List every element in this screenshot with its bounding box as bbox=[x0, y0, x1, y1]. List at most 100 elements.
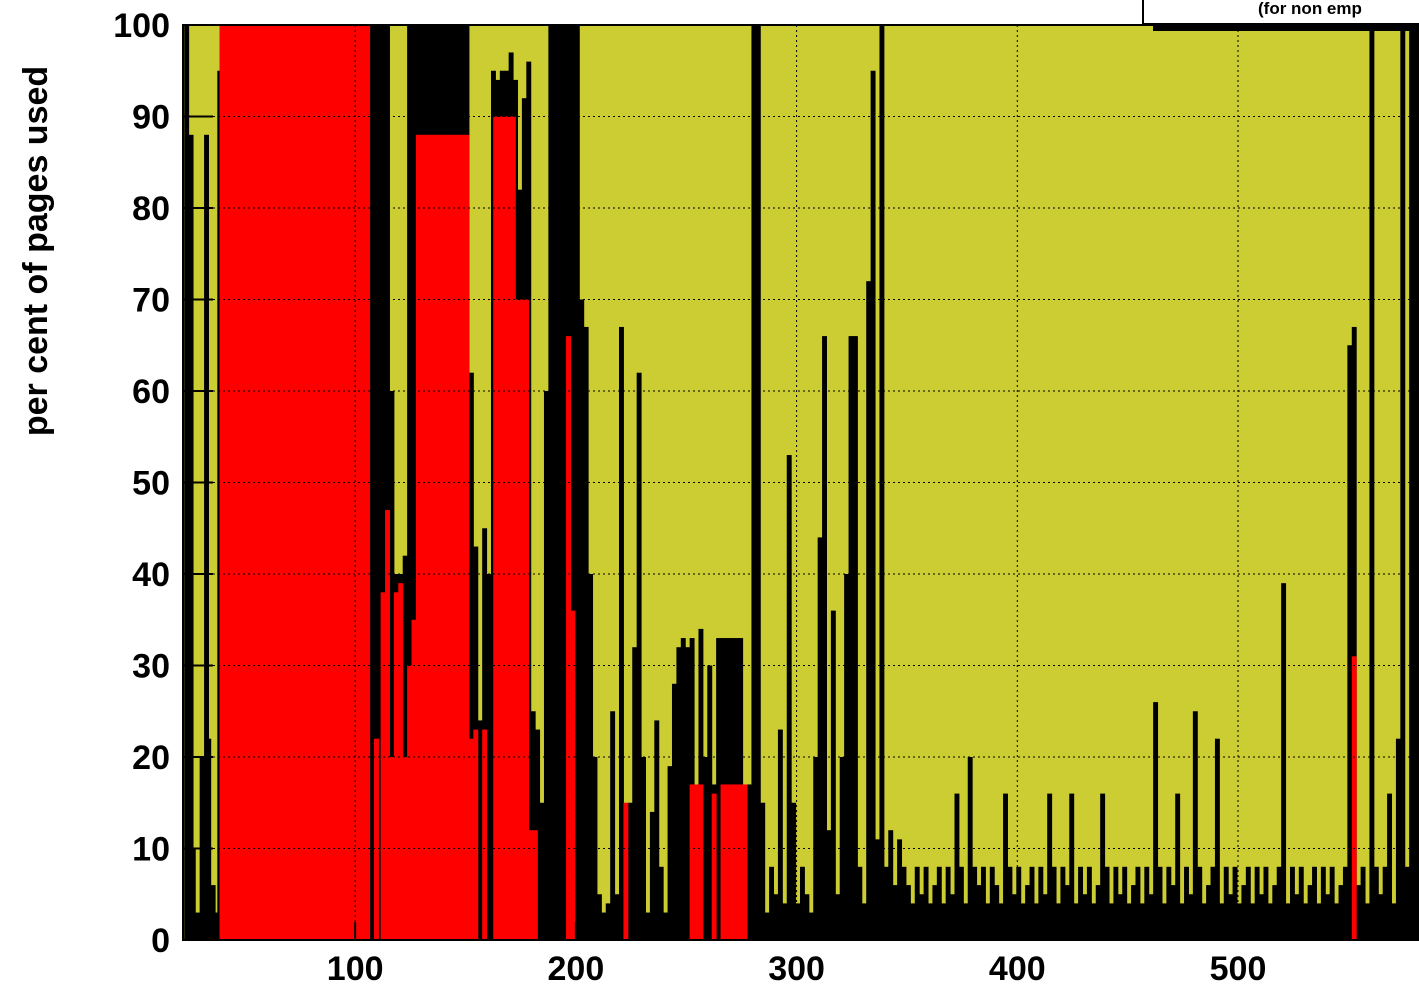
bar-s1-60 bbox=[502, 116, 507, 940]
bar-s0-186 bbox=[1051, 866, 1057, 940]
bar-s0-1 bbox=[188, 134, 194, 941]
bar-s0-177 bbox=[1011, 894, 1017, 940]
bar-s1-45 bbox=[424, 134, 430, 941]
bar-s0-263 bbox=[1391, 903, 1397, 940]
y-tick-label-10: 100 bbox=[113, 7, 170, 45]
x-tick-label-3: 400 bbox=[989, 950, 1046, 988]
bar-s1-51 bbox=[451, 134, 457, 941]
bar-s0-213 bbox=[1170, 885, 1176, 940]
bar-s0-139 bbox=[844, 574, 850, 940]
bar-s0-205 bbox=[1135, 866, 1141, 940]
bar-s1-48 bbox=[438, 134, 443, 941]
bar-s1-3 bbox=[232, 25, 238, 940]
bar-s0-203 bbox=[1126, 903, 1132, 940]
bar-s0-71 bbox=[543, 391, 549, 940]
bar-s1-79 bbox=[738, 784, 744, 940]
bar-s1-71 bbox=[689, 784, 695, 940]
bar-s1-64 bbox=[519, 299, 525, 940]
bar-s0-254 bbox=[1351, 326, 1357, 940]
bar-s0-101 bbox=[676, 647, 682, 940]
bar-s0-210 bbox=[1157, 866, 1163, 940]
bar-s0-214 bbox=[1175, 793, 1181, 940]
bar-s0-197 bbox=[1100, 793, 1106, 940]
bar-s1-2 bbox=[228, 25, 234, 940]
bar-s1-36 bbox=[385, 509, 390, 940]
bar-s0-258 bbox=[1369, 25, 1375, 940]
bar-s0-246 bbox=[1316, 903, 1322, 940]
bar-s0-225 bbox=[1223, 866, 1229, 940]
bar-s0-224 bbox=[1219, 903, 1225, 940]
ticks-layer bbox=[183, 24, 1240, 941]
bar-s1-10 bbox=[263, 25, 269, 940]
y-tick-label-5: 50 bbox=[132, 465, 170, 503]
bar-s1-27 bbox=[338, 25, 344, 940]
bar-s0-131 bbox=[808, 912, 814, 940]
bar-s0-97 bbox=[658, 866, 664, 940]
bar-s0-202 bbox=[1122, 866, 1128, 940]
bar-s0-84 bbox=[601, 912, 607, 940]
bar-s0-110 bbox=[716, 638, 722, 940]
y-tick-label-9: 90 bbox=[132, 99, 170, 137]
y-tick-label-8: 80 bbox=[132, 190, 170, 228]
bar-s0-251 bbox=[1338, 885, 1344, 940]
bar-s1-41 bbox=[407, 665, 413, 940]
bar-s1-35 bbox=[380, 592, 386, 940]
bar-s0-261 bbox=[1382, 866, 1388, 940]
bar-s0-236 bbox=[1272, 885, 1278, 940]
bar-s1-49 bbox=[442, 134, 448, 941]
bar-s0-227 bbox=[1232, 866, 1238, 940]
bar-s0-242 bbox=[1298, 866, 1304, 940]
bar-s1-66 bbox=[528, 830, 534, 940]
bar-s1-57 bbox=[482, 729, 488, 940]
bar-s0-238 bbox=[1281, 583, 1287, 940]
bar-s0-239 bbox=[1285, 903, 1291, 940]
bar-s1-34 bbox=[374, 738, 379, 940]
bar-s1-58 bbox=[493, 116, 499, 940]
bar-s0-157 bbox=[923, 866, 929, 940]
bar-s0-176 bbox=[1007, 866, 1013, 940]
bar-s0-178 bbox=[1016, 866, 1022, 940]
bar-s0-220 bbox=[1201, 903, 1207, 940]
bar-s0-207 bbox=[1144, 866, 1150, 940]
bar-s0-229 bbox=[1241, 885, 1247, 940]
bar-s0-162 bbox=[945, 866, 951, 940]
bar-s0-3 bbox=[195, 912, 201, 940]
bar-s0-94 bbox=[645, 912, 651, 940]
bar-s0-174 bbox=[998, 903, 1004, 940]
bar-s0-143 bbox=[861, 903, 867, 940]
bar-s0-243 bbox=[1303, 903, 1309, 940]
bar-s1-47 bbox=[433, 134, 439, 941]
bar-s0-100 bbox=[671, 683, 677, 940]
bar-s0-212 bbox=[1166, 866, 1172, 940]
bar-s0-164 bbox=[954, 793, 960, 940]
bar-s1-68 bbox=[566, 336, 571, 941]
bar-s0-192 bbox=[1078, 866, 1084, 940]
bar-s0-145 bbox=[870, 70, 876, 940]
bar-s1-62 bbox=[510, 116, 516, 940]
y-tick-label-0: 0 bbox=[151, 922, 170, 960]
bar-s1-63 bbox=[515, 299, 521, 940]
bar-s0-231 bbox=[1250, 903, 1256, 940]
bar-s1-75 bbox=[720, 784, 726, 940]
bar-s0-85 bbox=[605, 903, 611, 940]
bar-s0-200 bbox=[1113, 866, 1119, 940]
bar-s0-151 bbox=[897, 839, 903, 940]
bar-s1-46 bbox=[429, 134, 435, 941]
bar-s0-234 bbox=[1263, 866, 1269, 940]
grid-layer bbox=[183, 25, 1419, 940]
bar-s0-91 bbox=[632, 647, 638, 940]
bar-s1-77 bbox=[729, 784, 735, 940]
bar-s0-163 bbox=[950, 894, 955, 940]
bar-s0-160 bbox=[936, 866, 942, 940]
bar-s1-11 bbox=[268, 25, 273, 940]
bar-s0-88 bbox=[619, 326, 624, 940]
bar-s0-230 bbox=[1245, 866, 1251, 940]
bar-s1-69 bbox=[570, 610, 576, 940]
bar-s0-103 bbox=[685, 647, 691, 940]
bar-s0-155 bbox=[914, 866, 920, 940]
bar-s0-171 bbox=[985, 903, 991, 940]
bar-s0-172 bbox=[989, 866, 995, 940]
bar-s0-149 bbox=[888, 830, 894, 940]
bar-s1-16 bbox=[290, 25, 296, 940]
bar-s0-179 bbox=[1020, 903, 1026, 940]
